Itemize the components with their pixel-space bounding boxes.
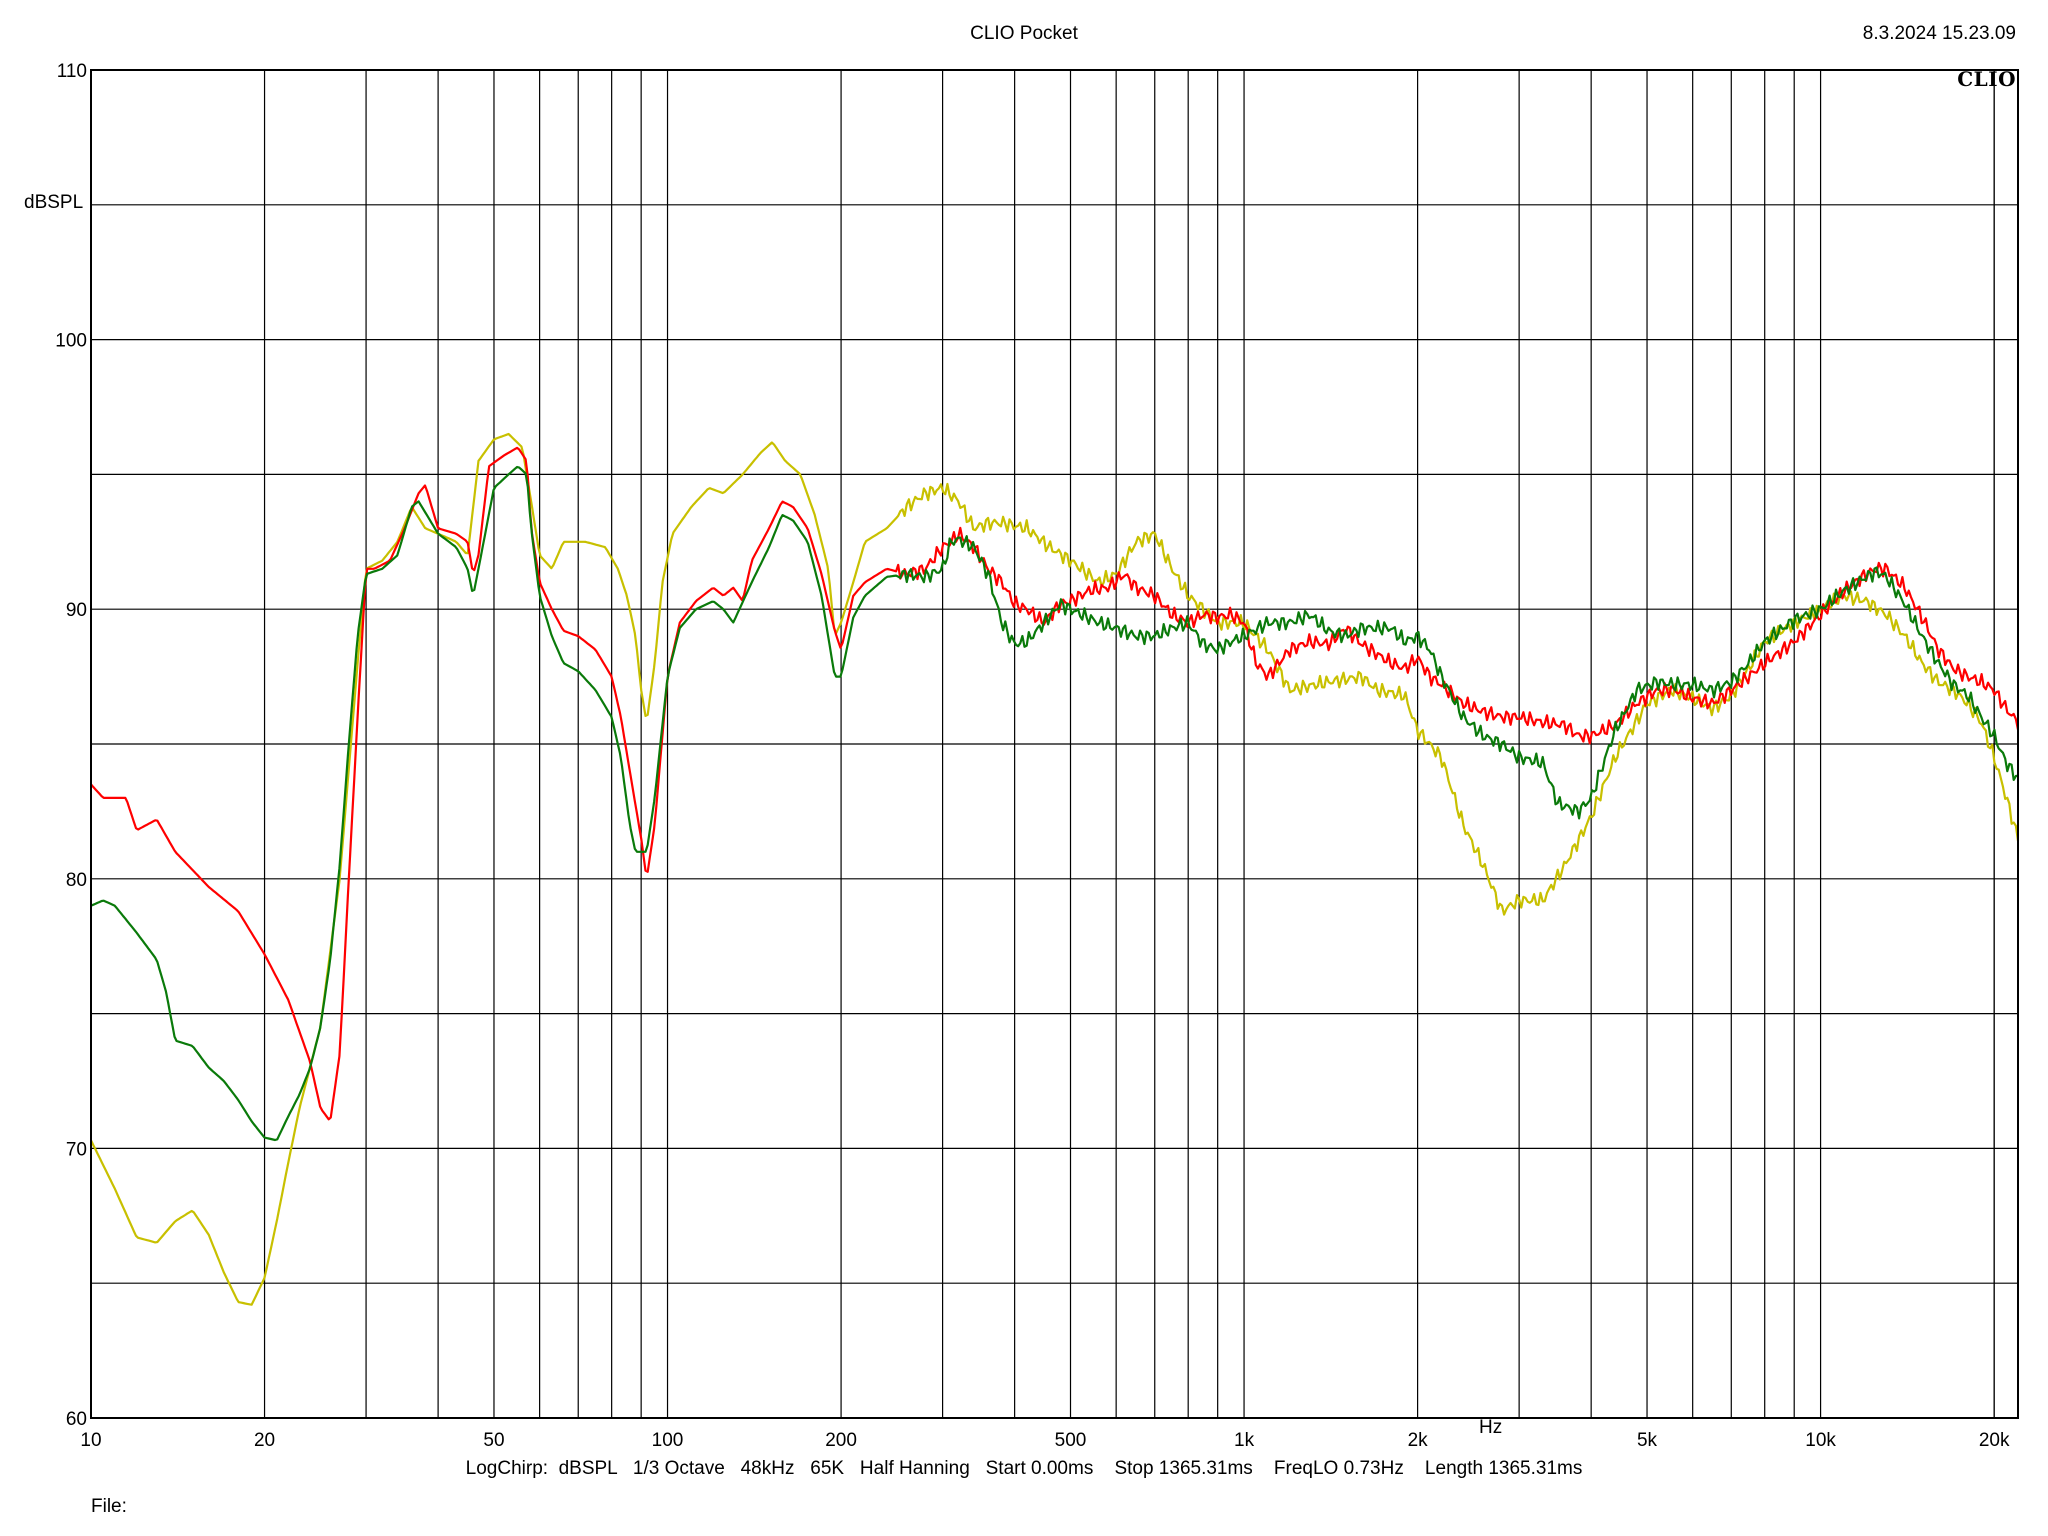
x-tick-label: 20k	[1979, 1430, 2010, 1451]
x-axis-unit-label: Hz	[1479, 1417, 1503, 1438]
y-axis-label: dBSPL	[24, 192, 84, 213]
x-tick-label: 10k	[1805, 1430, 1836, 1451]
axis-ticks: 60 70 80 90 100 110 10 20 50 100 200 500 1k 2k 5k 10k 20…	[55, 61, 2010, 1451]
chart-title: CLIO Pocket	[970, 23, 1078, 44]
y-tick-label: 80	[66, 870, 87, 891]
x-tick-label: 2k	[1408, 1430, 1429, 1451]
x-tick-label: 100	[652, 1430, 684, 1451]
y-tick-label: 90	[66, 600, 87, 621]
x-tick-label: 500	[1055, 1430, 1087, 1451]
series-curves	[90, 432, 2020, 1306]
y-tick-label: 100	[55, 331, 87, 352]
y-tick-label: 110	[57, 61, 87, 82]
x-tick-label: 10	[80, 1430, 101, 1451]
timestamp: 8.3.2024 15.23.09	[1862, 23, 2016, 44]
y-tick-label: 60	[66, 1409, 87, 1430]
x-tick-label: 5k	[1637, 1430, 1658, 1451]
y-tick-label: 70	[66, 1139, 87, 1160]
series-line-2	[90, 446, 2020, 1121]
clio-logo: CLIO	[1957, 67, 2016, 91]
x-tick-label: 200	[825, 1430, 857, 1451]
file-label: File:	[91, 1496, 127, 1517]
plot-frame	[90, 69, 2019, 1419]
measurement-settings: LogChirp: dBSPL 1/3 Octave 48kHz 65K Hal…	[465, 1458, 1583, 1479]
x-tick-label: 50	[483, 1430, 504, 1451]
grid-lines	[91, 70, 2018, 1418]
series-line-3	[90, 465, 2019, 1142]
x-tick-label: 1k	[1234, 1430, 1255, 1451]
x-tick-label: 20	[254, 1430, 275, 1451]
